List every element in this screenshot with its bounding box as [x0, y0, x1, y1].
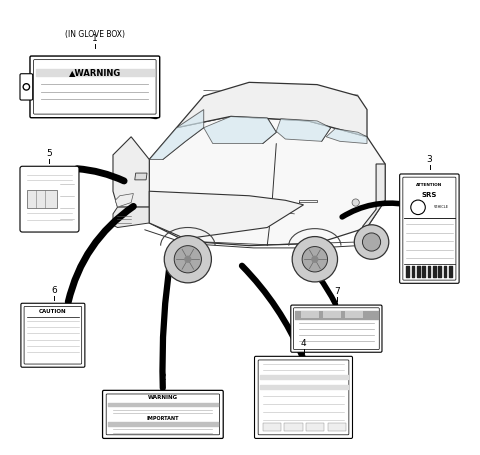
Text: WARNING: WARNING	[148, 395, 178, 400]
Polygon shape	[204, 116, 276, 144]
FancyBboxPatch shape	[254, 356, 352, 439]
Circle shape	[362, 233, 381, 251]
Text: 3: 3	[427, 155, 432, 164]
Text: ▲WARNING: ▲WARNING	[69, 68, 121, 77]
Text: SRS: SRS	[422, 192, 437, 197]
FancyBboxPatch shape	[103, 390, 223, 439]
Text: 5: 5	[47, 149, 52, 157]
Polygon shape	[362, 164, 385, 228]
Polygon shape	[149, 116, 385, 246]
Bar	[323, 311, 341, 318]
FancyBboxPatch shape	[24, 306, 82, 364]
Polygon shape	[276, 119, 331, 142]
Polygon shape	[113, 207, 149, 228]
Bar	[26, 190, 57, 208]
Bar	[263, 423, 281, 431]
Text: 6: 6	[51, 286, 57, 295]
Text: ATTENTION: ATTENTION	[416, 183, 443, 187]
FancyBboxPatch shape	[400, 174, 459, 283]
FancyBboxPatch shape	[106, 394, 219, 435]
Polygon shape	[113, 137, 149, 207]
Polygon shape	[177, 82, 367, 137]
Text: 4: 4	[300, 339, 306, 348]
Bar	[285, 423, 302, 431]
Polygon shape	[326, 129, 367, 144]
Text: 1: 1	[92, 34, 98, 43]
Circle shape	[292, 237, 337, 282]
FancyBboxPatch shape	[403, 177, 456, 280]
Text: (IN GLOVE BOX): (IN GLOVE BOX)	[65, 30, 125, 39]
Text: IMPORTANT: IMPORTANT	[146, 416, 179, 421]
Circle shape	[23, 84, 30, 90]
Polygon shape	[135, 173, 147, 180]
Bar	[345, 311, 363, 318]
FancyBboxPatch shape	[20, 74, 33, 100]
FancyBboxPatch shape	[20, 166, 79, 232]
FancyBboxPatch shape	[294, 308, 379, 349]
Bar	[328, 423, 347, 431]
FancyBboxPatch shape	[291, 305, 382, 352]
Polygon shape	[115, 193, 133, 207]
Circle shape	[352, 199, 360, 206]
Text: VEHICLE: VEHICLE	[434, 205, 449, 209]
Bar	[301, 311, 319, 318]
Text: 2: 2	[160, 373, 166, 382]
Circle shape	[302, 247, 327, 272]
Circle shape	[24, 85, 28, 89]
FancyBboxPatch shape	[34, 60, 156, 114]
FancyBboxPatch shape	[258, 360, 349, 435]
FancyBboxPatch shape	[21, 303, 85, 367]
FancyBboxPatch shape	[30, 56, 160, 118]
Circle shape	[164, 236, 211, 283]
Circle shape	[174, 246, 202, 273]
Circle shape	[184, 256, 192, 263]
Circle shape	[354, 225, 389, 259]
Polygon shape	[149, 191, 303, 239]
Circle shape	[311, 256, 318, 263]
Text: 7: 7	[334, 287, 339, 296]
Circle shape	[411, 200, 425, 215]
Polygon shape	[149, 110, 204, 159]
Text: CAUTION: CAUTION	[39, 309, 67, 314]
Bar	[306, 423, 324, 431]
